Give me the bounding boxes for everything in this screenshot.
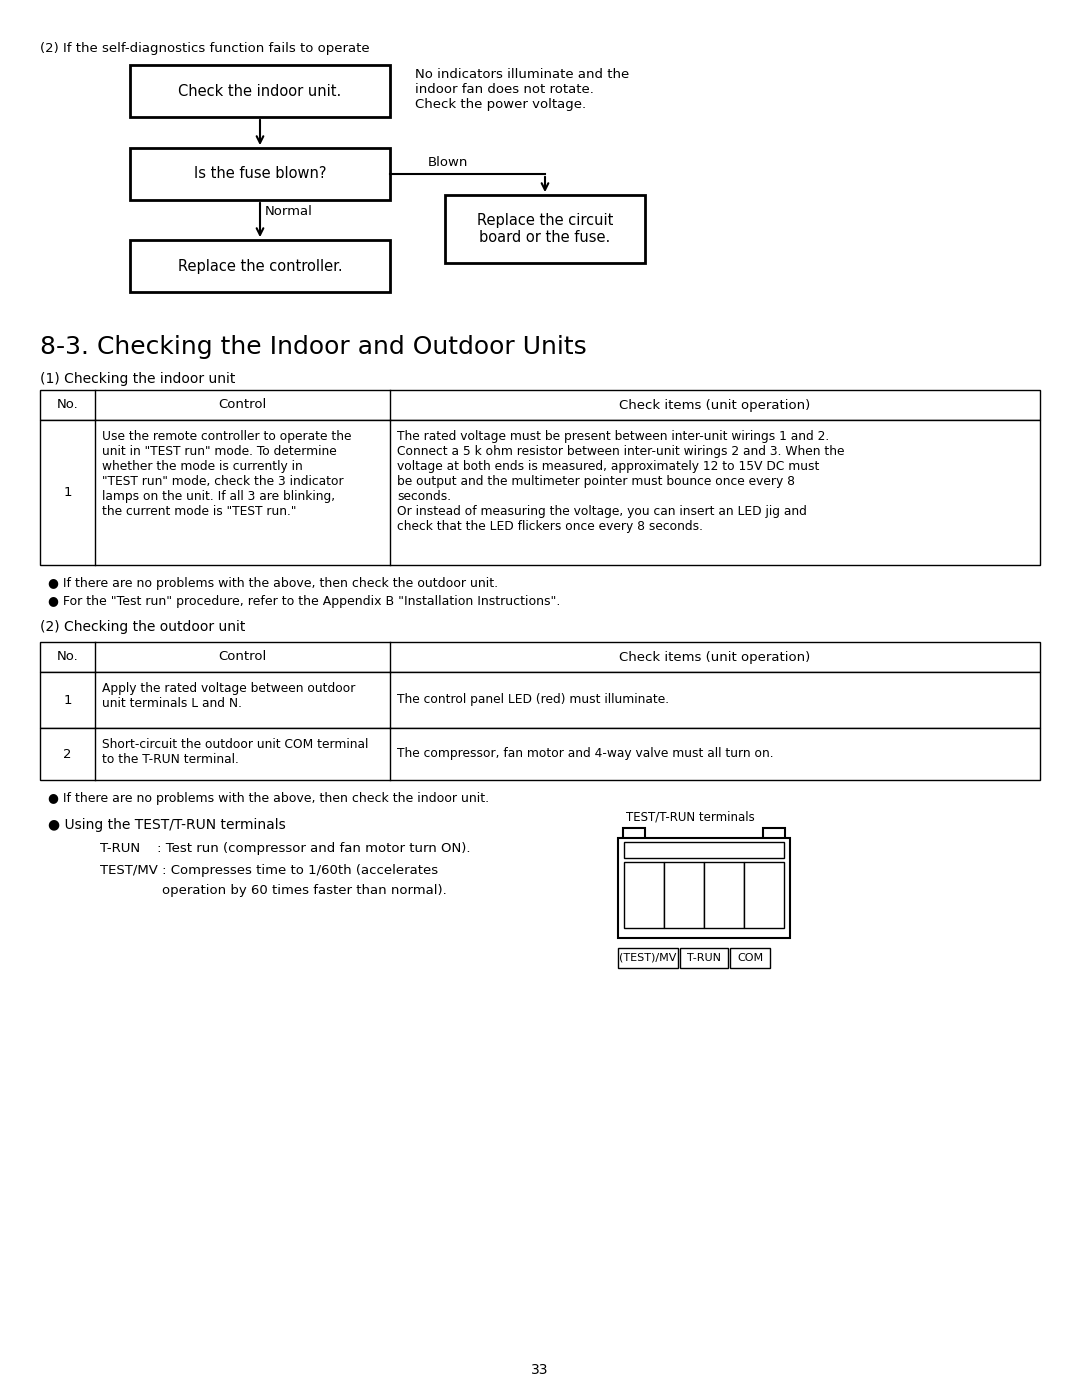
Text: The control panel LED (red) must illuminate.: The control panel LED (red) must illumin… <box>397 693 670 707</box>
Text: Control: Control <box>218 651 267 664</box>
Text: 2: 2 <box>64 747 71 760</box>
Text: The rated voltage must be present between inter-unit wirings 1 and 2.
Connect a : The rated voltage must be present betwee… <box>397 430 845 534</box>
Text: Check items (unit operation): Check items (unit operation) <box>619 398 811 412</box>
Text: T-RUN: T-RUN <box>687 953 721 963</box>
Bar <box>618 838 789 937</box>
Text: TEST/MV : Compresses time to 1/60th (accelerates: TEST/MV : Compresses time to 1/60th (acc… <box>100 863 438 877</box>
Text: No.: No. <box>56 398 79 412</box>
Bar <box>130 66 390 117</box>
Text: Blown: Blown <box>428 156 468 169</box>
Bar <box>40 672 1040 728</box>
Text: 1: 1 <box>64 486 71 499</box>
Bar <box>623 828 645 849</box>
Bar <box>40 420 1040 564</box>
Text: T-RUN    : Test run (compressor and fan motor turn ON).: T-RUN : Test run (compressor and fan mot… <box>100 842 471 855</box>
Text: TEST/T-RUN terminals: TEST/T-RUN terminals <box>626 810 755 823</box>
Bar <box>40 390 1040 420</box>
Bar <box>704 862 744 928</box>
Bar <box>40 728 1040 780</box>
Bar <box>744 862 784 928</box>
Text: (2) If the self-diagnostics function fails to operate: (2) If the self-diagnostics function fai… <box>40 42 369 54</box>
Bar <box>730 949 770 968</box>
Text: Short-circuit the outdoor unit COM terminal
to the T-RUN terminal.: Short-circuit the outdoor unit COM termi… <box>102 738 368 766</box>
Text: No.: No. <box>56 651 79 664</box>
Text: ● For the "Test run" procedure, refer to the Appendix B "Installation Instructio: ● For the "Test run" procedure, refer to… <box>48 595 561 608</box>
Bar <box>40 643 1040 672</box>
Text: Check items (unit operation): Check items (unit operation) <box>619 651 811 664</box>
Text: Control: Control <box>218 398 267 412</box>
Text: Check the indoor unit.: Check the indoor unit. <box>178 84 341 99</box>
Bar <box>445 196 645 263</box>
Text: The compressor, fan motor and 4-way valve must all turn on.: The compressor, fan motor and 4-way valv… <box>397 747 773 760</box>
Text: Is the fuse blown?: Is the fuse blown? <box>193 166 326 182</box>
Text: 8-3. Checking the Indoor and Outdoor Units: 8-3. Checking the Indoor and Outdoor Uni… <box>40 335 586 359</box>
Bar <box>618 949 678 968</box>
Text: No indicators illuminate and the
indoor fan does not rotate.
Check the power vol: No indicators illuminate and the indoor … <box>415 68 630 110</box>
Text: Replace the circuit
board or the fuse.: Replace the circuit board or the fuse. <box>476 212 613 246</box>
Bar <box>130 240 390 292</box>
Text: ● If there are no problems with the above, then check the outdoor unit.: ● If there are no problems with the abov… <box>48 577 498 590</box>
Text: Use the remote controller to operate the
unit in "TEST run" mode. To determine
w: Use the remote controller to operate the… <box>102 430 351 518</box>
Text: Replace the controller.: Replace the controller. <box>178 258 342 274</box>
Text: ● Using the TEST/T-RUN terminals: ● Using the TEST/T-RUN terminals <box>48 819 286 833</box>
Text: ● If there are no problems with the above, then check the indoor unit.: ● If there are no problems with the abov… <box>48 792 489 805</box>
Text: 33: 33 <box>531 1363 549 1377</box>
Text: COM: COM <box>737 953 764 963</box>
Bar <box>680 949 728 968</box>
Text: (1) Checking the indoor unit: (1) Checking the indoor unit <box>40 372 235 386</box>
Text: operation by 60 times faster than normal).: operation by 60 times faster than normal… <box>162 884 447 897</box>
Text: Normal: Normal <box>265 205 313 218</box>
Text: (TEST)/MV: (TEST)/MV <box>619 953 677 963</box>
Bar <box>762 828 785 849</box>
Bar <box>664 862 704 928</box>
Text: (2) Checking the outdoor unit: (2) Checking the outdoor unit <box>40 620 245 634</box>
Text: 1: 1 <box>64 693 71 707</box>
Bar <box>130 148 390 200</box>
Bar <box>624 862 664 928</box>
Text: Apply the rated voltage between outdoor
unit terminals L and N.: Apply the rated voltage between outdoor … <box>102 682 355 710</box>
Bar <box>624 842 784 858</box>
